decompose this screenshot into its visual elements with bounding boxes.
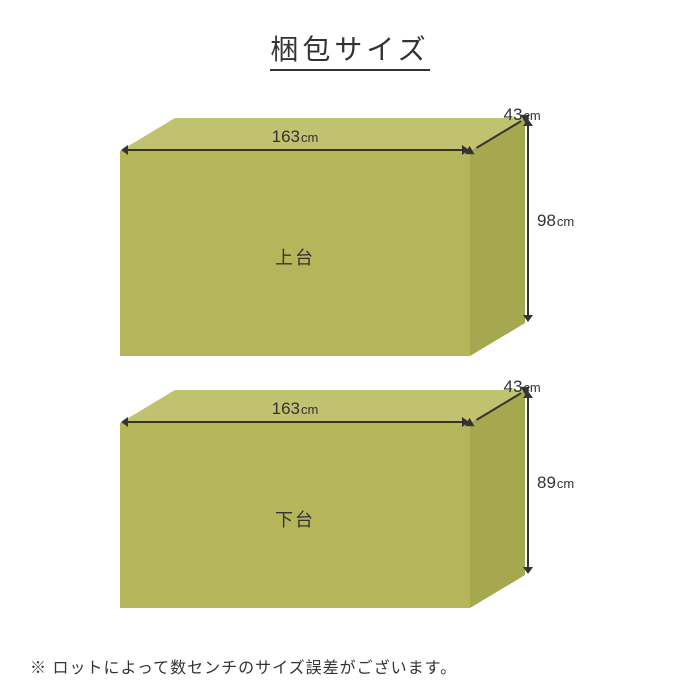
page-title: 梱包サイズ [0, 0, 700, 68]
title-text: 梱包サイズ [270, 34, 429, 71]
box-label-upper: 上台 [275, 244, 315, 270]
diagram-stage: 上台163cm43cm98cm下台163cm43cm89cm [0, 88, 700, 648]
dim-line-height [527, 398, 529, 567]
dimension-label: 163cm [272, 127, 319, 147]
dimension-label: 163cm [272, 399, 319, 419]
dim-line-width [128, 421, 462, 423]
dimension-label: 98cm [537, 211, 574, 231]
dim-line-height [527, 126, 529, 315]
box-label-lower: 下台 [275, 506, 315, 532]
dimension-label: 89cm [537, 473, 574, 493]
footnote: ※ ロットによって数センチのサイズ誤差がございます。 [30, 654, 457, 678]
dim-line-width [128, 149, 462, 151]
